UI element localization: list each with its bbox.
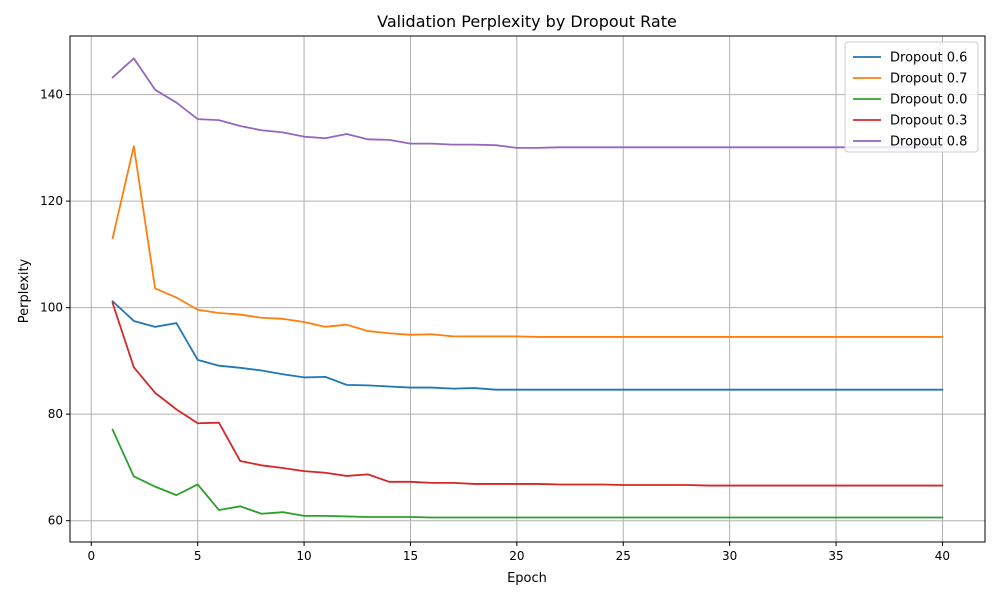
series-line-dropout-0-7	[111, 145, 944, 338]
legend-label: Dropout 0.7	[890, 72, 967, 87]
y-tick-label: 60	[48, 514, 63, 528]
legend-box	[844, 41, 979, 153]
series-lines	[111, 57, 944, 519]
legend-item: Dropout 0.3	[853, 114, 967, 129]
x-tick-label: 5	[194, 549, 202, 563]
legend-item: Dropout 0.8	[853, 135, 967, 150]
legend-label: Dropout 0.0	[890, 93, 967, 108]
x-tick-label: 20	[509, 549, 524, 563]
legend-label: Dropout 0.3	[890, 114, 967, 129]
y-tick-label: 80	[48, 407, 63, 421]
x-tick-label: 10	[296, 549, 311, 563]
series-line-dropout-0-0	[111, 428, 944, 519]
plot-frame	[69, 35, 986, 543]
x-axis-label: Epoch	[507, 571, 547, 586]
axis-ticks: 0 5 10 15 20 25 30 35 40 60 80 100 120 140	[40, 88, 950, 563]
y-tick-label: 120	[40, 194, 63, 208]
x-tick-label: 35	[828, 549, 843, 563]
x-tick-label: 30	[722, 549, 737, 563]
y-axis-label: Perplexity	[17, 258, 32, 323]
series-line-dropout-0-6	[111, 300, 944, 391]
legend-label: Dropout 0.6	[890, 51, 967, 66]
x-tick-label: 15	[403, 549, 418, 563]
y-tick-label: 100	[40, 301, 63, 315]
series-line-dropout-0-8	[111, 57, 944, 149]
chart-title: Validation Perplexity by Dropout Rate	[377, 12, 677, 31]
y-tick-label: 140	[40, 88, 63, 102]
x-tick-label: 0	[87, 549, 95, 563]
x-tick-label: 40	[935, 549, 950, 563]
legend-item: Dropout 0.7	[853, 72, 967, 87]
legend-item: Dropout 0.0	[853, 93, 967, 108]
legend-item: Dropout 0.6	[853, 51, 967, 66]
x-tick-label: 25	[616, 549, 631, 563]
legend-label: Dropout 0.8	[890, 135, 967, 150]
series-line-dropout-0-3	[111, 301, 944, 487]
legend: Dropout 0.6 Dropout 0.7 Dropout 0.0 Dropout…	[844, 41, 979, 153]
